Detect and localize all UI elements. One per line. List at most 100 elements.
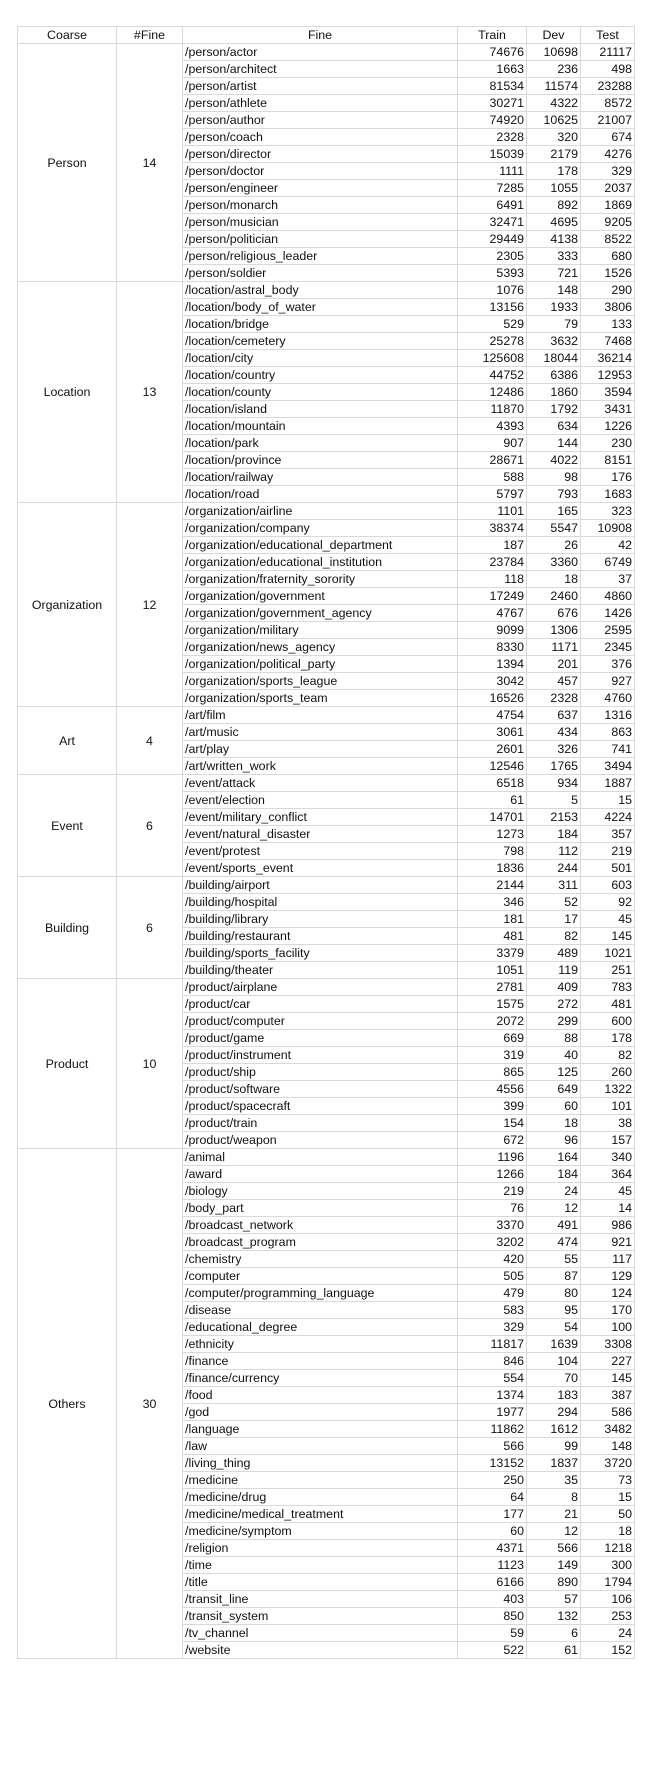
table-row: /location/island 11870 1792 3431 xyxy=(18,400,635,418)
dev-count-cell: 183 xyxy=(526,1386,581,1404)
table-row: /location/county 12486 1860 3594 xyxy=(18,383,635,401)
test-count-cell: 481 xyxy=(580,995,635,1013)
dev-count-cell: 3632 xyxy=(526,332,581,350)
test-count-cell: 1218 xyxy=(580,1539,635,1557)
dev-count-cell: 40 xyxy=(526,1046,581,1064)
dev-count-cell: 79 xyxy=(526,315,581,333)
table-row: /website 522 61 152 xyxy=(18,1641,635,1659)
test-count-cell: 3720 xyxy=(580,1454,635,1472)
train-count-cell: 1101 xyxy=(457,502,527,520)
dev-count-cell: 244 xyxy=(526,859,581,877)
fine-type-cell: /person/athlete xyxy=(182,94,458,112)
table-row: /product/weapon 672 96 157 xyxy=(18,1131,635,1149)
table-row: /location/road 5797 793 1683 xyxy=(18,485,635,503)
dev-count-cell: 6 xyxy=(526,1624,581,1642)
dev-count-cell: 178 xyxy=(526,162,581,180)
table-row: /medicine/symptom 60 12 18 xyxy=(18,1522,635,1540)
fine-type-cell: /organization/sports_team xyxy=(182,689,458,707)
fine-type-cell: /person/engineer xyxy=(182,179,458,197)
num-fine-cell: 12 xyxy=(116,502,183,707)
test-count-cell: 230 xyxy=(580,434,635,452)
dev-count-cell: 26 xyxy=(526,536,581,554)
fine-type-cell: /body_part xyxy=(182,1199,458,1217)
train-count-cell: 29449 xyxy=(457,230,527,248)
fine-type-cell: /product/car xyxy=(182,995,458,1013)
table-row: Others 30/animal 1196 164 340 xyxy=(17,1148,635,1659)
train-count-cell: 1394 xyxy=(457,655,527,673)
train-count-cell: 907 xyxy=(457,434,527,452)
test-count-cell: 21007 xyxy=(580,111,635,129)
table-row: /event/military_conflict 14701 2153 4224 xyxy=(18,808,635,826)
dev-count-cell: 491 xyxy=(526,1216,581,1234)
test-count-cell: 227 xyxy=(580,1352,635,1370)
fine-type-cell: /product/game xyxy=(182,1029,458,1047)
train-count-cell: 181 xyxy=(457,910,527,928)
fine-type-cell: /person/soldier xyxy=(182,264,458,282)
dev-count-cell: 99 xyxy=(526,1437,581,1455)
test-count-cell: 3494 xyxy=(580,757,635,775)
train-count-cell: 6166 xyxy=(457,1573,527,1591)
dev-count-cell: 70 xyxy=(526,1369,581,1387)
header-train: Train xyxy=(457,26,527,44)
test-count-cell: 152 xyxy=(580,1641,635,1659)
fine-type-cell: /organization/educational_institution xyxy=(182,553,458,571)
header-fine: Fine xyxy=(182,26,458,44)
dev-count-cell: 1792 xyxy=(526,400,581,418)
dev-count-cell: 890 xyxy=(526,1573,581,1591)
fine-type-cell: /building/airport xyxy=(182,876,458,894)
dev-count-cell: 80 xyxy=(526,1284,581,1302)
fine-type-cell: /location/country xyxy=(182,366,458,384)
fine-type-cell: /product/software xyxy=(182,1080,458,1098)
dev-count-cell: 144 xyxy=(526,434,581,452)
dev-count-cell: 326 xyxy=(526,740,581,758)
train-count-cell: 23784 xyxy=(457,553,527,571)
test-count-cell: 387 xyxy=(580,1386,635,1404)
dev-count-cell: 489 xyxy=(526,944,581,962)
dev-count-cell: 4695 xyxy=(526,213,581,231)
train-count-cell: 3202 xyxy=(457,1233,527,1251)
fine-type-cell: /language xyxy=(182,1420,458,1438)
dev-count-cell: 5547 xyxy=(526,519,581,537)
dev-count-cell: 96 xyxy=(526,1131,581,1149)
fine-type-cell: /product/instrument xyxy=(182,1046,458,1064)
table-row: /person/architect 1663 236 498 xyxy=(18,60,635,78)
fine-type-cell: /living_thing xyxy=(182,1454,458,1472)
train-count-cell: 588 xyxy=(457,468,527,486)
test-count-cell: 3308 xyxy=(580,1335,635,1353)
table-row: /award 1266 184 364 xyxy=(18,1165,635,1183)
dev-count-cell: 634 xyxy=(526,417,581,435)
dev-count-cell: 21 xyxy=(526,1505,581,1523)
table-body: Person 14/person/actor 74676 10698 21117/per… xyxy=(17,43,635,1659)
table-header: Coarse #Fine Fine Train Dev Test xyxy=(17,26,635,44)
test-count-cell: 600 xyxy=(580,1012,635,1030)
dev-count-cell: 55 xyxy=(526,1250,581,1268)
table-row: /product/train 154 18 38 xyxy=(18,1114,635,1132)
test-count-cell: 1869 xyxy=(580,196,635,214)
train-count-cell: 522 xyxy=(457,1641,527,1659)
coarse-type-cell: Event xyxy=(17,774,117,877)
dev-count-cell: 5 xyxy=(526,791,581,809)
num-fine-cell: 6 xyxy=(116,774,183,877)
train-count-cell: 2072 xyxy=(457,1012,527,1030)
test-count-cell: 9205 xyxy=(580,213,635,231)
dev-count-cell: 649 xyxy=(526,1080,581,1098)
fine-type-cell: /title xyxy=(182,1573,458,1591)
dev-count-cell: 88 xyxy=(526,1029,581,1047)
table-row: /product/software 4556 649 1322 xyxy=(18,1080,635,1098)
train-count-cell: 5393 xyxy=(457,264,527,282)
test-count-cell: 37 xyxy=(580,570,635,588)
train-count-cell: 1663 xyxy=(457,60,527,78)
dev-count-cell: 4322 xyxy=(526,94,581,112)
table-row: /title 6166 890 1794 xyxy=(18,1573,635,1591)
test-count-cell: 4760 xyxy=(580,689,635,707)
table-row: /organization/political_party 1394 201 376 xyxy=(18,655,635,673)
train-count-cell: 30271 xyxy=(457,94,527,112)
dev-count-cell: 1860 xyxy=(526,383,581,401)
test-count-cell: 36214 xyxy=(580,349,635,367)
fine-type-cell: /organization/government xyxy=(182,587,458,605)
fine-type-cell: /location/cemetery xyxy=(182,332,458,350)
dev-count-cell: 17 xyxy=(526,910,581,928)
table-row: /person/doctor 1111 178 329 xyxy=(18,162,635,180)
train-count-cell: 16526 xyxy=(457,689,527,707)
header-test: Test xyxy=(580,26,635,44)
